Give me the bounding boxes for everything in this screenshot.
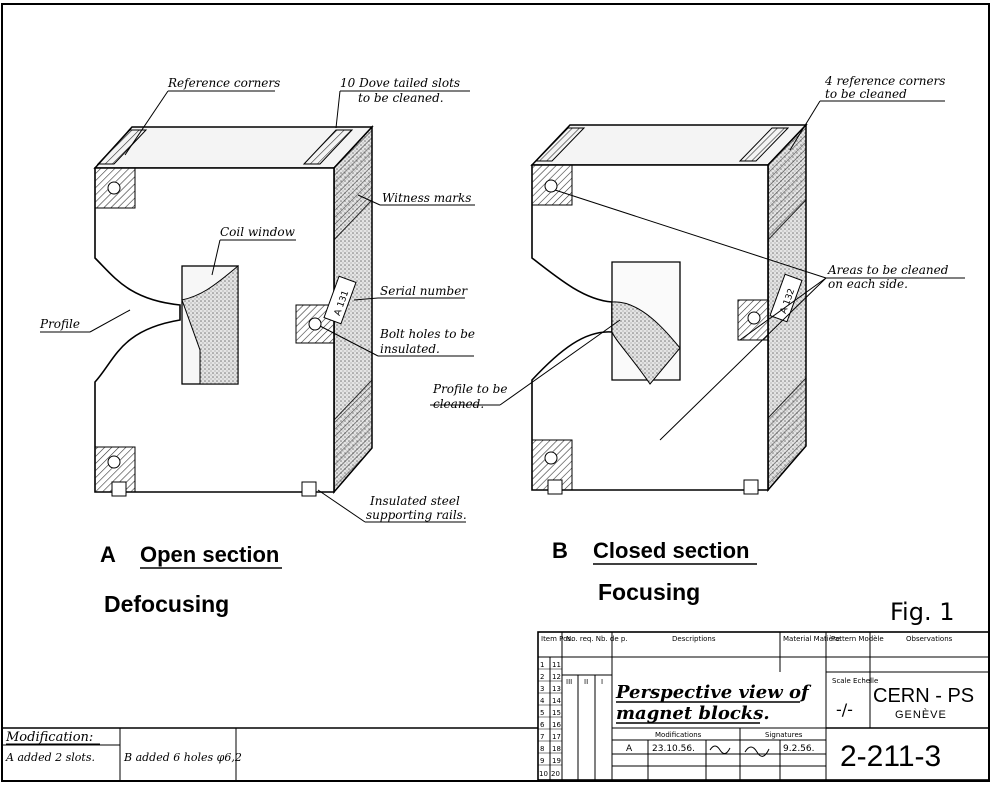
svg-text:20: 20: [551, 770, 560, 778]
drawing-number: 2-211-3: [840, 740, 941, 773]
scale-header: Scale Echelle: [832, 677, 878, 685]
roman-i: I: [601, 678, 603, 686]
title-block: [537, 631, 990, 781]
svg-text:18: 18: [552, 745, 561, 753]
org-city: GENÈVE: [895, 708, 947, 721]
drawing-title-line2: magnet blocks.: [616, 703, 770, 724]
figure-label: Fig. 1: [890, 598, 955, 626]
svg-text:8: 8: [540, 745, 544, 753]
mod-date: 23.10.56.: [652, 744, 695, 754]
svg-text:9: 9: [540, 757, 544, 765]
roman-ii: II: [584, 678, 588, 686]
descriptions-header: Descriptions: [672, 635, 716, 643]
dove-slots-label-2: to be cleaned.: [358, 91, 444, 105]
closed-section-title: Closed section: [593, 538, 749, 563]
section-letter-a: A: [100, 542, 116, 567]
svg-text:16: 16: [552, 721, 561, 729]
row-lines: [538, 668, 562, 766]
areas-label-1: Areas to be cleaned: [827, 263, 949, 277]
item-header: Item Pos.: [541, 635, 573, 643]
noreq-header: No. req. Nb. de p.: [566, 635, 628, 643]
svg-text:2: 2: [540, 673, 544, 681]
modification-header: Modification:: [5, 730, 93, 745]
svg-text:13: 13: [552, 685, 561, 693]
modification-entry-a: A added 2 slots.: [5, 751, 95, 764]
coil-window-label: Coil window: [220, 225, 296, 239]
svg-text:4: 4: [540, 697, 545, 705]
modifications-header: Modifications: [655, 731, 702, 739]
magnet-block-closed: A 132: [530, 123, 808, 495]
observations-header: Observations: [906, 635, 953, 643]
svg-text:5: 5: [540, 709, 544, 717]
areas-label-2: on each side.: [828, 277, 908, 291]
svg-text:3: 3: [540, 685, 544, 693]
rails-label-1: Insulated steel: [369, 494, 460, 508]
sig-date: 9.2.56.: [783, 744, 815, 754]
ref-corners-label-2: to be cleaned: [825, 87, 907, 101]
defocusing-caption: Defocusing: [104, 591, 229, 617]
profile-label: Profile: [39, 317, 80, 331]
svg-text:7: 7: [540, 733, 544, 741]
profile-cleaned-label-1: Profile to be: [432, 382, 507, 396]
bolt-holes-label-2: insulated.: [380, 342, 440, 356]
svg-text:11: 11: [552, 661, 561, 669]
modification-entry-b: B added 6 holes φ6,2: [123, 751, 242, 764]
magnet-block-open: A 131: [93, 125, 374, 497]
sheet-border: [1, 3, 990, 782]
witness-marks-label: Witness marks: [382, 191, 471, 205]
svg-text:14: 14: [552, 697, 561, 705]
svg-text:17: 17: [552, 733, 561, 741]
svg-text:12: 12: [552, 673, 561, 681]
roman-iii: III: [566, 678, 572, 686]
section-letter-b: B: [552, 538, 568, 563]
right-leaders: [430, 100, 965, 441]
rails-label-2: supporting rails.: [366, 508, 467, 522]
mod-letter: A: [626, 744, 633, 754]
material-header: Material Matière: [783, 635, 840, 643]
dove-slots-label-1: 10 Dove tailed slots: [340, 76, 460, 90]
drawing-title-line1: Perspective view of: [615, 682, 812, 703]
org-name: CERN - PS: [873, 685, 974, 707]
left-leaders: [40, 90, 475, 523]
svg-text:6: 6: [540, 721, 545, 729]
signatures-header: Signatures: [765, 731, 803, 739]
ref-corners-label-1: 4 reference corners: [824, 74, 945, 88]
modification-box: [2, 727, 538, 781]
row-numbers: 1 11 2 12 3 13 4 14 5 15 6 16 7 17 8 18 9 19 10 20: [539, 661, 561, 778]
profile-cleaned-label-2: cleaned.: [433, 397, 484, 411]
serial-number-label: Serial number: [380, 284, 468, 298]
svg-text:10: 10: [539, 770, 548, 778]
svg-text:1: 1: [540, 661, 544, 669]
svg-text:15: 15: [552, 709, 561, 717]
focusing-caption: Focusing: [598, 579, 700, 605]
reference-corners-label: Reference corners: [167, 76, 280, 90]
open-section-title: Open section: [140, 542, 279, 567]
pattern-header: Pattern Modèle: [831, 635, 884, 643]
bolt-holes-label-1: Bolt holes to be: [379, 327, 475, 341]
svg-text:19: 19: [552, 757, 561, 765]
signature-scribble: [709, 745, 770, 757]
scale-value: -/-: [836, 700, 853, 719]
